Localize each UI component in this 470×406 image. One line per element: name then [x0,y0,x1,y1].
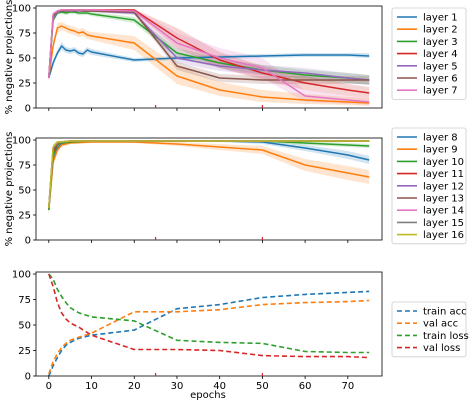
legend-box [391,127,467,245]
series-line-layer-9 [48,141,370,211]
y-tick-label: 25 [18,211,31,222]
legend-entry: train loss [423,331,469,342]
legend-entry: layer 1 [423,13,458,24]
y-tick-label: 0 [25,104,31,115]
legend-entry: layer 4 [423,49,458,60]
axes-frame [35,271,383,377]
legend-entry: layer 11 [423,169,464,180]
legend-entry: layer 16 [423,230,464,241]
axes-frame [35,137,383,241]
series-line-layer-16 [48,140,370,209]
legend-entry: val acc [423,319,458,330]
y-tick-label: 75 [18,29,31,40]
y-tick-label: 0 [25,236,31,247]
x-axis-label: epochs [190,390,226,401]
legend-entry: layer 12 [423,181,464,192]
y-axis-label: % negative projections [4,132,15,247]
legend-entry: layer 2 [423,25,458,36]
y-tick-label: 75 [18,295,31,306]
series-line-train-loss [48,273,370,354]
band-layer-2 [48,22,370,106]
series-line-val-acc [48,299,370,375]
x-tick-label: 30 [171,381,184,392]
y-tick-label: 100 [12,4,31,15]
y-tick-label: 50 [18,54,31,65]
y-tick-label: 50 [18,186,31,197]
plot-area [48,9,370,106]
y-tick-label: 50 [18,321,31,332]
y-tick-label: 0 [25,372,31,383]
plot-area [48,140,370,214]
series-line-val-loss [48,273,370,359]
legend-entry: layer 9 [423,145,458,156]
legend-box [391,7,467,100]
legend-entry: val loss [423,343,460,354]
legend-entry: layer 14 [423,206,464,217]
series-line-layer-1 [48,45,370,79]
legend-entry: layer 6 [423,74,458,85]
x-tick-label: 10 [85,381,98,392]
series-line-layer-2 [48,25,370,104]
series-line-layer-6 [48,9,370,81]
series-line-train-acc [48,290,370,376]
x-tick-label: 40 [213,381,226,392]
y-tick-label: 75 [18,161,31,172]
legend-entry: layer 3 [423,37,458,48]
x-tick-label: 70 [341,381,354,392]
y-tick-label: 25 [18,79,31,90]
x-tick-label: 60 [299,381,312,392]
band-layer-8 [48,140,370,214]
y-tick-label: 100 [12,136,31,147]
x-tick-label: 20 [128,381,141,392]
y-tick-label: 25 [18,346,31,357]
legend-entry: layer 10 [423,157,464,168]
axes-frame [35,5,383,109]
legend-entry: layer 8 [423,133,458,144]
series-line-layer-7 [48,9,370,103]
legend-box [391,301,467,358]
legend-entry: layer 15 [423,218,464,229]
legend-entry: layer 13 [423,194,464,205]
y-tick-label: 100 [12,270,31,281]
x-tick-label: 50 [256,381,269,392]
plot-area [48,273,370,376]
x-tick-label: 0 [46,381,52,392]
legend-entry: layer 5 [423,61,458,72]
legend-entry: layer 7 [423,86,458,97]
y-axis-label: % negative projections [4,0,15,114]
series-line-layer-8 [48,140,370,211]
legend-entry: train acc [423,307,467,318]
